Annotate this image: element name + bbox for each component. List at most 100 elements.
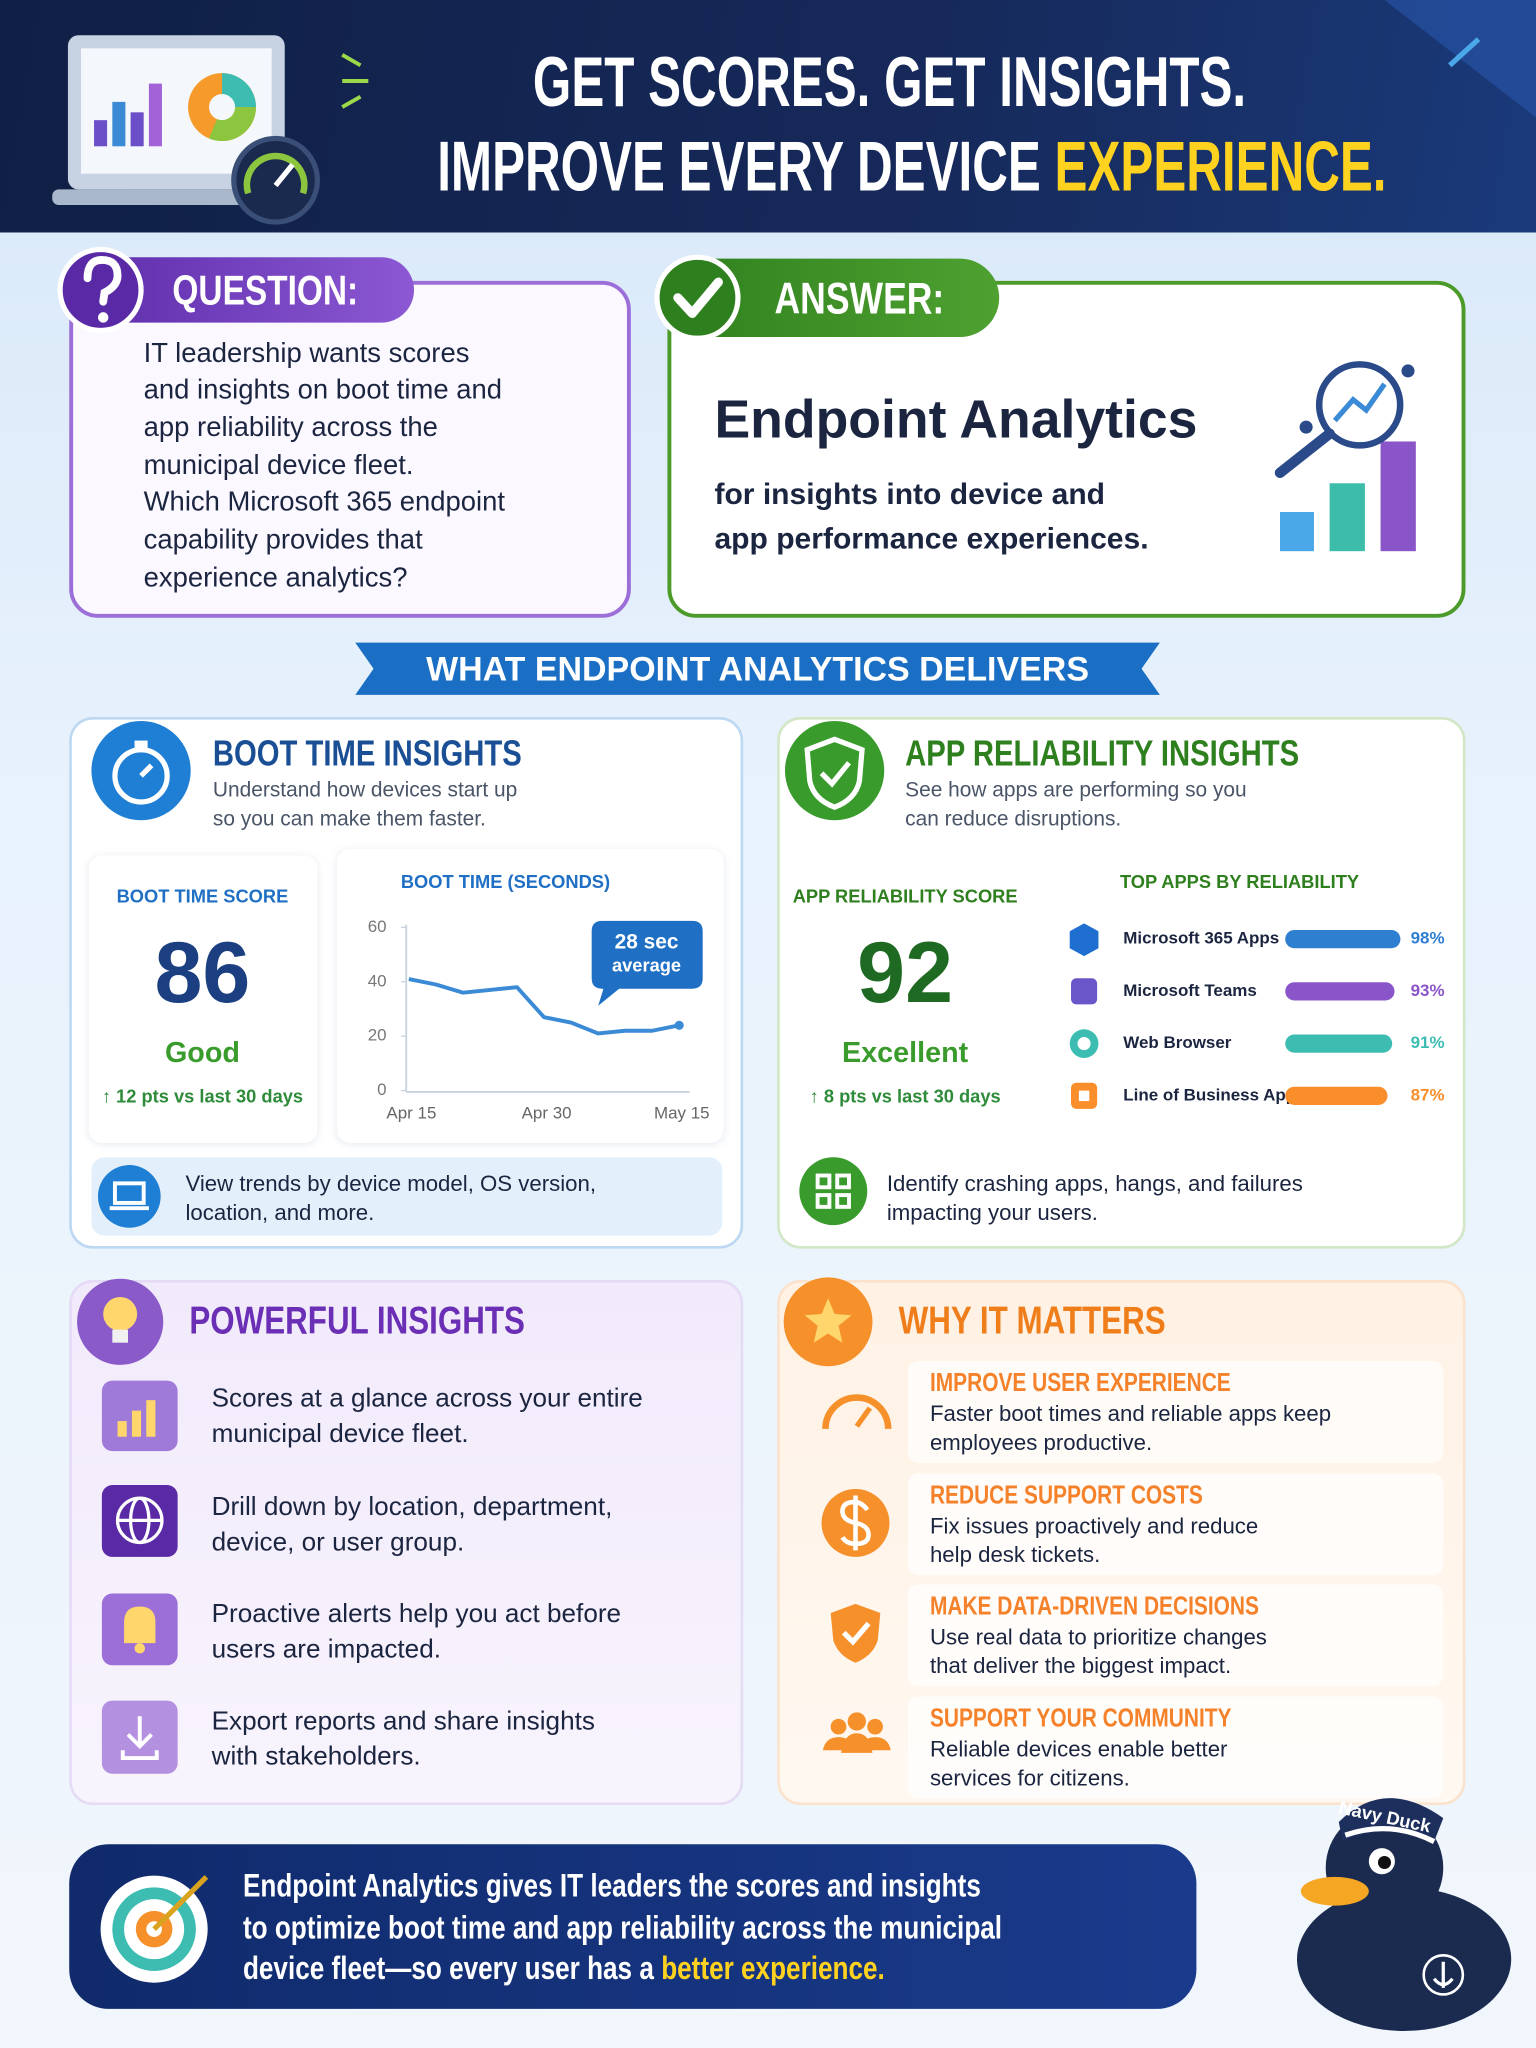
insight-text: Export reports and share insights xyxy=(211,1706,595,1736)
heading-wrap: IMPROVE USER EXPERIENCE xyxy=(930,1368,1306,1399)
insights-card xyxy=(69,1279,744,1806)
shield-orange-icon xyxy=(830,1603,881,1663)
score-panel xyxy=(783,855,1032,1143)
rating: Excellent xyxy=(842,1035,969,1069)
end-point xyxy=(674,1020,684,1030)
description: See how apps are performing so you xyxy=(905,779,1247,802)
heading-wrap: SUPPORT YOUR COMMUNITY xyxy=(930,1703,1307,1734)
laptop-small-icon xyxy=(97,1165,161,1228)
title-group: IMPROVE EVERY DEVICE EXPERIENCE. xyxy=(437,127,1386,208)
insight-text: device, or user group. xyxy=(211,1527,465,1557)
annotation-text: average xyxy=(612,954,681,975)
insight-text: Scores at a glance across your entire xyxy=(211,1383,643,1413)
insight-text: Proactive alerts help you act before xyxy=(211,1599,622,1629)
bar xyxy=(1285,1034,1393,1053)
gauge-icon xyxy=(822,1394,892,1430)
heading-wrap: WHY IT MATTERS xyxy=(899,1298,1233,1345)
footer-text: impacting your users. xyxy=(886,1200,1098,1226)
summary-box xyxy=(69,1844,1197,2009)
analytics-icon xyxy=(1274,361,1416,552)
why-text: that deliver the biggest impact. xyxy=(929,1653,1232,1679)
category-label: Microsoft 365 Apps xyxy=(1123,929,1279,948)
answer-card xyxy=(667,280,1466,618)
duck-mascot: Navy Duck xyxy=(1296,1797,1512,2032)
category-label: Line of Business App xyxy=(1123,1085,1296,1104)
score-label: BOOT TIME SCORE xyxy=(116,885,289,906)
why-text: services for citizens. xyxy=(929,1765,1130,1791)
answer-label: ANSWER: xyxy=(774,274,945,324)
why-text: Reliable devices enable better xyxy=(929,1737,1228,1762)
heading: SUPPORT YOUR COMMUNITY xyxy=(929,1704,1232,1734)
heading-wrap: BOOT TIME INSIGHTS xyxy=(213,732,599,776)
y-tick-label: 0 xyxy=(377,1080,386,1099)
footer-text: location, and more. xyxy=(185,1200,375,1226)
category-label: Web Browser xyxy=(1123,1033,1232,1052)
title: IMPROVE EVERY DEVICE xyxy=(437,127,1041,207)
question-icon xyxy=(57,246,144,334)
insight-text: municipal device fleet. xyxy=(211,1419,469,1448)
category-label: Microsoft Teams xyxy=(1123,981,1257,1000)
dollar-icon xyxy=(821,1488,890,1557)
chart-title: TOP APPS BY RELIABILITY xyxy=(1119,870,1360,892)
laptop-icon xyxy=(52,35,320,225)
why-text: Use real data to prioritize changes xyxy=(929,1624,1267,1650)
question-text: capability provides that xyxy=(143,525,423,556)
label-wrap: QUESTION: xyxy=(172,266,404,314)
check-icon xyxy=(654,254,741,341)
item-bg xyxy=(907,1584,1444,1687)
answer-text: for insights into device and xyxy=(714,476,1106,511)
insight-text: Drill down by location, department, xyxy=(211,1492,613,1521)
heading-wrap: POWERFUL INSIGHTS xyxy=(189,1298,608,1345)
summary-highlight: better experience. xyxy=(661,1950,885,1987)
annotation-text: 28 sec xyxy=(615,931,679,954)
decor xyxy=(1448,37,1481,68)
decor xyxy=(341,94,362,109)
score-change: ↑ 12 pts vs last 30 days xyxy=(101,1084,304,1106)
y-tick-label: 20 xyxy=(368,1026,387,1045)
description: Understand how devices start up xyxy=(212,779,518,802)
summary-line-wrap: device fleet—so every user has a better e… xyxy=(243,1947,1045,1989)
score: 86 xyxy=(154,923,251,1021)
export-icon xyxy=(101,1700,178,1774)
why-text: employees productive. xyxy=(929,1430,1153,1456)
summary-line-wrap: to optimize boot time and app reliabilit… xyxy=(243,1906,1192,1948)
decor xyxy=(341,53,362,68)
heading: POWERFUL INSIGHTS xyxy=(189,1299,525,1343)
question-text: experience analytics? xyxy=(143,562,408,593)
item-bg xyxy=(907,1473,1444,1576)
question-text: app reliability across the xyxy=(143,412,438,443)
value-label: 93% xyxy=(1411,981,1445,1000)
summary-line-wrap: Endpoint Analytics gives IT leaders the … xyxy=(243,1865,1165,1907)
item-bg xyxy=(907,1360,1444,1463)
description: can reduce disruptions. xyxy=(905,808,1122,831)
heading: WHY IT MATTERS xyxy=(898,1299,1166,1343)
title-row: IMPROVE EVERY DEVICE EXPERIENCE. xyxy=(389,127,1434,208)
why-text: Faster boot times and reliable apps keep xyxy=(929,1401,1332,1427)
bell-icon xyxy=(101,1593,178,1666)
chart-title: BOOT TIME (SECONDS) xyxy=(400,870,611,892)
heading-wrap: REDUCE SUPPORT COSTS xyxy=(930,1480,1271,1511)
footer-strip xyxy=(91,1157,723,1236)
value-label: 87% xyxy=(1411,1085,1445,1104)
question-text: IT leadership wants scores xyxy=(143,337,470,368)
annotation-bubble xyxy=(591,920,703,1006)
heading-wrap: MAKE DATA-DRIVEN DECISIONS xyxy=(930,1591,1341,1622)
value-label: 98% xyxy=(1411,929,1445,948)
insight-text: with stakeholders. xyxy=(211,1741,421,1771)
question-text: municipal device fleet. xyxy=(143,450,414,481)
insight-text: users are impacted. xyxy=(211,1634,441,1664)
summary-line: device fleet—so every user has a xyxy=(242,1950,654,1987)
target-icon xyxy=(100,1875,209,1983)
x-tick-label: Apr 15 xyxy=(386,1104,436,1123)
y-tick-label: 60 xyxy=(368,917,387,936)
summary-text: device fleet—so every user has a better e… xyxy=(243,1947,885,1989)
answer-text: app performance experiences. xyxy=(714,521,1149,556)
score: 92 xyxy=(857,923,954,1021)
banner-text: WHAT ENDPOINT ANALYTICS DELIVERS xyxy=(426,649,1089,689)
question-label: QUESTION: xyxy=(172,266,359,314)
banner xyxy=(355,642,1160,695)
why-text: help desk tickets. xyxy=(929,1542,1101,1568)
item-bg xyxy=(907,1696,1444,1799)
